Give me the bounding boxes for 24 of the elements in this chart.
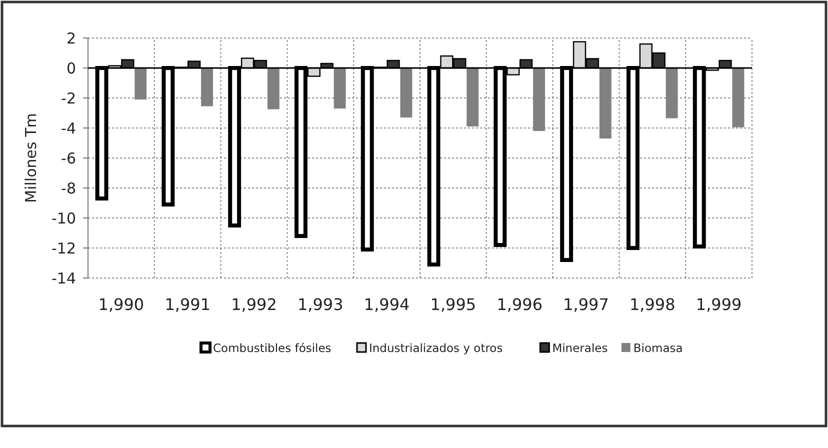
y-tick-label: -14 xyxy=(52,269,76,288)
y-tick-label: -4 xyxy=(61,119,76,138)
y-tick-label: -8 xyxy=(61,179,76,198)
x-tick-label: 1,996 xyxy=(496,295,543,314)
y-axis-title: Millones Tm xyxy=(22,113,40,203)
x-tick-label: 1,992 xyxy=(231,295,277,314)
y-tick-label: -10 xyxy=(52,209,76,228)
y-tick-label: -2 xyxy=(61,89,76,108)
y-tick-label: -12 xyxy=(52,239,76,258)
x-tick-label: 1,994 xyxy=(364,295,410,314)
x-tick-label: 1,998 xyxy=(629,295,676,314)
legend-label: Combustibles fósiles xyxy=(213,341,332,356)
x-tick-label: 1,993 xyxy=(297,295,344,314)
y-tick-label: 2 xyxy=(66,29,76,48)
legend-label: Industrializados y otros xyxy=(369,341,503,356)
legend-label: Biomasa xyxy=(633,341,683,356)
legend-label: Minerales xyxy=(552,341,608,356)
y-tick-label: 0 xyxy=(66,59,76,78)
x-tick-label: 1,991 xyxy=(164,295,211,314)
x-tick-label: 1,995 xyxy=(430,295,476,314)
x-tick-label: 1,990 xyxy=(98,295,144,314)
y-tick-label: -6 xyxy=(61,149,76,168)
x-tick-label: 1,997 xyxy=(563,295,609,314)
x-tick-label: 1,999 xyxy=(696,295,742,314)
